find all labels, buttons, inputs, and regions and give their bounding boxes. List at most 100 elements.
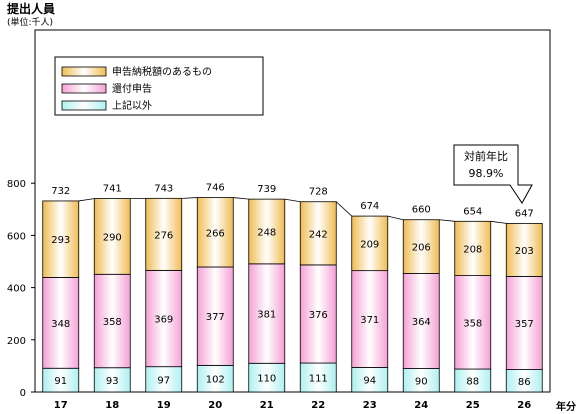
total-value-label: 743 bbox=[154, 183, 173, 194]
total-value-label: 739 bbox=[257, 184, 276, 195]
segment-value-label: 357 bbox=[515, 319, 534, 330]
segment-value-label: 377 bbox=[206, 312, 225, 323]
total-value-label: 660 bbox=[412, 205, 431, 216]
segment-value-label: 293 bbox=[51, 235, 70, 246]
total-value-label: 746 bbox=[206, 183, 225, 194]
x-tick-label: 20 bbox=[208, 400, 222, 411]
chart-title: 提出人員 bbox=[7, 1, 55, 16]
segment-value-label: 376 bbox=[309, 310, 328, 321]
total-connector-line bbox=[490, 220, 507, 224]
y-tick-label: 0 bbox=[20, 388, 26, 399]
legend-swatch-tax-due bbox=[61, 66, 107, 77]
segment-value-label: 364 bbox=[412, 317, 431, 328]
bar-segment-tax-due bbox=[42, 200, 80, 278]
segment-value-label: 358 bbox=[463, 318, 482, 329]
legend-swatch-refund bbox=[61, 83, 107, 94]
segment-value-label: 358 bbox=[103, 317, 122, 328]
x-tick-label: 23 bbox=[363, 400, 377, 411]
x-tick-label: 19 bbox=[157, 400, 171, 411]
segment-value-label: 93 bbox=[106, 376, 119, 387]
segment-value-label: 381 bbox=[257, 310, 276, 321]
bar-segment-tax-due bbox=[196, 197, 234, 268]
segment-value-label: 208 bbox=[463, 244, 482, 255]
y-tick-label: 800 bbox=[7, 179, 26, 190]
x-tick-label: 22 bbox=[311, 400, 325, 411]
segment-value-label: 242 bbox=[309, 229, 328, 240]
total-connector-line bbox=[387, 215, 404, 221]
callout-label: 対前年比 bbox=[464, 149, 508, 163]
segment-value-label: 348 bbox=[51, 319, 70, 330]
bar-segment-refund bbox=[454, 275, 492, 370]
segment-value-label: 97 bbox=[157, 375, 170, 386]
total-connector-line bbox=[78, 198, 95, 202]
total-value-label: 741 bbox=[103, 184, 122, 195]
legend-swatch-other bbox=[61, 100, 107, 111]
x-tick-label: 25 bbox=[466, 400, 480, 411]
bar-segment-tax-due bbox=[351, 215, 389, 272]
segment-value-label: 203 bbox=[515, 246, 534, 257]
x-tick-label: 24 bbox=[414, 400, 428, 411]
callout-value: 98.9% bbox=[469, 167, 504, 180]
segment-value-label: 266 bbox=[206, 228, 225, 239]
bar-segment-other bbox=[196, 364, 234, 393]
bar-segment-tax-due bbox=[505, 222, 543, 277]
segment-value-label: 371 bbox=[360, 315, 379, 326]
y-tick-label: 600 bbox=[7, 231, 26, 242]
bar-segment-other bbox=[299, 362, 337, 393]
legend-label-refund: 還付申告 bbox=[112, 82, 152, 95]
bar-segment-tax-due bbox=[248, 198, 286, 265]
segment-value-label: 110 bbox=[257, 374, 276, 385]
x-axis: 17 18 19 20 21 22 23 24 25 26 bbox=[54, 400, 531, 411]
bar-segment-tax-due bbox=[145, 197, 183, 271]
segment-value-label: 248 bbox=[257, 227, 276, 238]
total-value-label: 647 bbox=[515, 208, 534, 219]
x-tick-label: 21 bbox=[260, 400, 274, 411]
callout-bubble bbox=[453, 144, 533, 204]
total-value-label: 674 bbox=[360, 201, 379, 212]
total-connector-line bbox=[439, 219, 455, 222]
legend-label-tax-due: 申告納税額のあるもの bbox=[112, 65, 212, 78]
bar-segment-refund bbox=[196, 266, 234, 366]
total-value-label: 654 bbox=[463, 206, 482, 217]
segment-value-label: 102 bbox=[206, 375, 225, 386]
bar-segment-tax-due bbox=[299, 201, 337, 266]
segment-value-label: 276 bbox=[154, 230, 173, 241]
total-value-label: 728 bbox=[309, 187, 328, 198]
total-value-label: 732 bbox=[51, 186, 70, 197]
x-tick-label: 26 bbox=[517, 400, 531, 411]
bar-segment-refund bbox=[505, 275, 543, 370]
bar-segment-tax-due bbox=[93, 198, 131, 275]
bar-segment-tax-due bbox=[402, 219, 440, 274]
segment-value-label: 206 bbox=[412, 243, 431, 254]
data-labels: 91 348 293 732 93 358 290 741 97 369 276 743 102 377 2… bbox=[51, 183, 534, 388]
total-connector-line bbox=[233, 197, 249, 200]
total-connector-line bbox=[335, 201, 353, 217]
bar-segment-refund bbox=[351, 270, 389, 368]
bar-segment-refund bbox=[145, 269, 183, 368]
segment-value-label: 88 bbox=[466, 377, 479, 388]
yoy-callout: 対前年比 98.9% bbox=[453, 144, 533, 204]
chart-unit: (単位:千人) bbox=[7, 16, 53, 28]
segment-value-label: 86 bbox=[518, 377, 531, 388]
bar-segment-other bbox=[351, 367, 389, 393]
legend-label-other: 上記以外 bbox=[112, 99, 152, 112]
segment-value-label: 290 bbox=[103, 232, 122, 243]
bar-segment-refund bbox=[299, 264, 337, 364]
segment-value-label: 91 bbox=[54, 376, 67, 387]
segment-value-label: 111 bbox=[309, 374, 328, 385]
y-tick-label: 200 bbox=[7, 336, 26, 347]
segment-value-label: 90 bbox=[415, 376, 428, 387]
bar-segment-refund bbox=[248, 263, 286, 364]
segment-value-label: 94 bbox=[363, 376, 376, 387]
bars-group bbox=[42, 197, 543, 393]
bar-segment-other bbox=[248, 362, 286, 393]
x-tick-label: 18 bbox=[105, 400, 119, 411]
bar-segment-tax-due bbox=[454, 220, 492, 276]
segment-value-label: 369 bbox=[154, 315, 173, 326]
total-connector-line bbox=[181, 197, 198, 199]
bar-segment-refund bbox=[42, 277, 80, 369]
x-axis-unit-label: 年分 bbox=[556, 400, 576, 413]
segment-value-label: 209 bbox=[360, 239, 379, 250]
